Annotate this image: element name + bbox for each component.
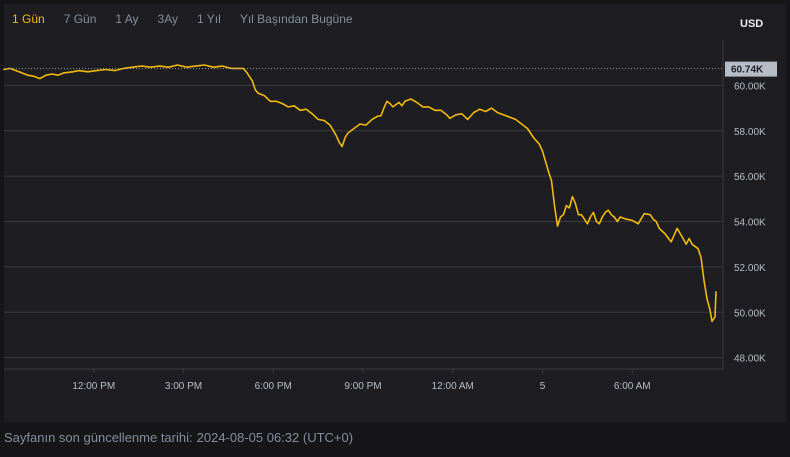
x-tick-label: 9:00 PM: [344, 381, 381, 392]
series-line: [3, 64, 717, 323]
x-tick-label: 6:00 AM: [614, 381, 651, 392]
chart-grid: [4, 40, 724, 370]
y-tick-label: 48.00K: [734, 354, 766, 365]
last-updated-footer: Sayfanın son güncellenme tarihi: 2024-08-…: [4, 430, 357, 445]
last-updated-timestamp: 2024-08-05 06:32 (UTC+0): [196, 430, 354, 445]
y-tick-label: 60.00K: [734, 81, 766, 92]
tab-1-year[interactable]: 1 Yıl: [197, 12, 221, 26]
x-tick-label: 6:00 PM: [255, 381, 292, 392]
price-series: [3, 64, 717, 323]
y-tick-label: 50.00K: [734, 308, 766, 319]
tab-3-months[interactable]: 3Ay: [157, 12, 179, 26]
x-tick-label: 5: [540, 381, 546, 392]
x-tick-label: 12:00 PM: [72, 381, 115, 392]
y-tick-label: 56.00K: [734, 172, 766, 183]
y-axis: 48.00K 50.00K 52.00K 54.00K 56.00K 58.00K 60.0…: [734, 81, 766, 364]
price-chart: 12:00 PM 3:00 PM 6:00 PM 9:00 PM 12:00 AM 5 6:…: [3, 40, 777, 392]
current-price-badge: [725, 61, 777, 77]
x-tick-label: 3:00 PM: [165, 381, 202, 392]
chart-panel: [4, 4, 786, 422]
y-tick-label: 54.00K: [734, 218, 766, 229]
tab-year-to-date[interactable]: Yıl Başından Bugüne: [239, 12, 353, 26]
last-updated-label: Sayfanın son güncellenme tarihi:: [4, 430, 193, 445]
tab-1-day[interactable]: 1 Gün: [12, 12, 45, 26]
tab-7-days[interactable]: 7 Gün: [63, 12, 97, 26]
tab-1-month[interactable]: 1 Ay: [115, 12, 139, 26]
x-tick-label: 12:00 AM: [432, 381, 474, 392]
current-price-marker: 60.74K: [4, 61, 777, 77]
current-price-label: 60.74K: [731, 65, 764, 76]
currency-label: USD: [740, 18, 764, 30]
y-tick-label: 58.00K: [734, 127, 766, 138]
time-range-tabs: 1 Gün 7 Gün 1 Ay 3Ay 1 Yıl Yıl Başından …: [12, 12, 372, 26]
y-tick-label: 52.00K: [734, 263, 766, 274]
x-axis: 12:00 PM 3:00 PM 6:00 PM 9:00 PM 12:00 AM 5 6:…: [72, 369, 651, 392]
